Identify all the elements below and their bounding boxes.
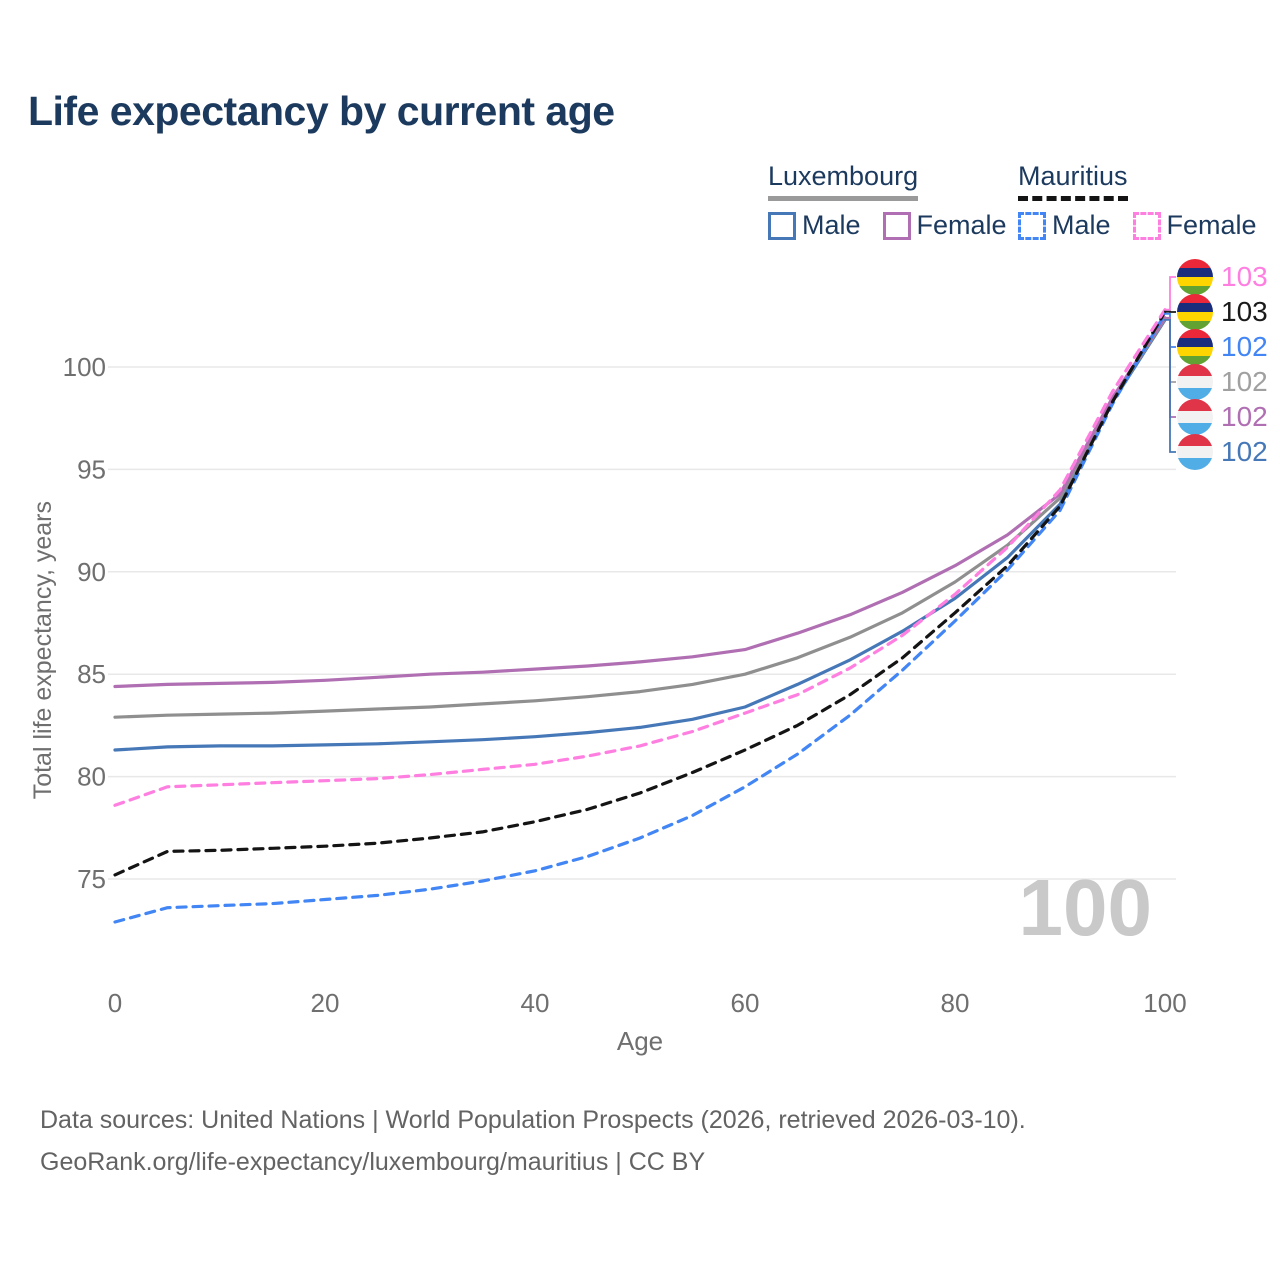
mauritius-flag-icon bbox=[1177, 259, 1213, 295]
end-label-row: 102 bbox=[1177, 329, 1268, 365]
luxembourg-male-swatch-icon bbox=[768, 211, 796, 240]
x-tick-label: 40 bbox=[521, 988, 550, 1018]
x-tick-label: 0 bbox=[108, 988, 122, 1018]
end-label-row: 102 bbox=[1177, 364, 1268, 400]
age-counter-watermark: 100 bbox=[1018, 863, 1152, 952]
legend-group-mauritius: Mauritius Male Female bbox=[1018, 161, 1257, 241]
end-label-row: 103 bbox=[1177, 259, 1268, 295]
legend-heading-luxembourg: Luxembourg bbox=[768, 161, 919, 201]
page-title: Life expectancy by current age bbox=[28, 88, 615, 134]
legend-item-label: Male bbox=[802, 210, 861, 240]
series-line-mau-female[interactable] bbox=[113, 308, 1167, 807]
end-label-value: 103 bbox=[1221, 261, 1268, 292]
series-line-lux-male[interactable] bbox=[113, 318, 1167, 752]
series-line-lux-female[interactable] bbox=[113, 316, 1167, 689]
leader-lines bbox=[1164, 276, 1176, 453]
luxembourg-flag-icon bbox=[1177, 399, 1213, 435]
leader-line-mau-female bbox=[1164, 276, 1176, 311]
legend-item-luxembourg-male[interactable]: Male bbox=[768, 210, 861, 241]
mauritius-flag-icon bbox=[1177, 294, 1213, 330]
y-tick-label: 75 bbox=[77, 864, 106, 894]
legend-item-luxembourg-female[interactable]: Female bbox=[882, 210, 1007, 241]
end-label-value: 103 bbox=[1221, 296, 1268, 327]
legend-group-luxembourg: Luxembourg Male Female bbox=[768, 161, 1007, 241]
x-tick-label: 100 bbox=[1143, 988, 1186, 1018]
end-label-row: 103 bbox=[1177, 294, 1268, 330]
legend-item-label: Male bbox=[1052, 210, 1111, 240]
legend-item-label: Female bbox=[916, 210, 1007, 240]
luxembourg-flag-icon bbox=[1177, 364, 1213, 400]
x-tick-labels: 0 20 40 60 80 100 bbox=[108, 988, 1187, 1018]
luxembourg-female-swatch-icon bbox=[882, 211, 911, 240]
end-label-value: 102 bbox=[1221, 401, 1268, 432]
legend-heading-mauritius: Mauritius bbox=[1018, 161, 1128, 201]
end-label-value: 102 bbox=[1221, 436, 1268, 467]
end-label-row: 102 bbox=[1177, 399, 1268, 435]
series-line-lux-both[interactable] bbox=[113, 317, 1167, 719]
data-sources-text: Data sources: United Nations | World Pop… bbox=[40, 1106, 1026, 1134]
series-lines[interactable] bbox=[113, 308, 1167, 924]
y-axis-title: Total life expectancy, years bbox=[28, 500, 57, 800]
x-tick-label: 80 bbox=[941, 988, 970, 1018]
legend-items-mauritius: Male Female bbox=[1018, 210, 1257, 241]
luxembourg-flag-icon bbox=[1177, 434, 1213, 470]
end-label-row: 102 bbox=[1177, 434, 1268, 470]
legend-item-mauritius-female[interactable]: Female bbox=[1132, 210, 1257, 241]
x-tick-label: 20 bbox=[311, 988, 340, 1018]
end-label-value: 102 bbox=[1221, 366, 1268, 397]
x-axis-title: Age bbox=[616, 1026, 664, 1056]
y-tick-label: 80 bbox=[77, 762, 106, 792]
legend-item-label: Female bbox=[1166, 210, 1257, 240]
legend-items-luxembourg: Male Female bbox=[768, 210, 1007, 241]
mauritius-flag-icon bbox=[1177, 329, 1213, 365]
y-tick-label: 85 bbox=[77, 659, 106, 689]
y-tick-label: 95 bbox=[77, 454, 106, 484]
gridlines bbox=[108, 366, 1176, 880]
series-line-mau-both[interactable] bbox=[113, 310, 1167, 877]
mauritius-female-swatch-icon bbox=[1132, 211, 1161, 240]
leader-line-lux-male bbox=[1164, 319, 1176, 453]
end-label-value: 102 bbox=[1221, 331, 1268, 362]
mauritius-male-swatch-icon bbox=[1018, 211, 1046, 240]
series-line-mau-male[interactable] bbox=[113, 312, 1167, 924]
y-tick-label: 100 bbox=[63, 352, 106, 382]
y-tick-labels: 75 80 85 90 95 100 bbox=[63, 352, 106, 894]
x-tick-label: 60 bbox=[731, 988, 760, 1018]
y-tick-label: 90 bbox=[77, 557, 106, 587]
attribution-text: GeoRank.org/life-expectancy/luxembourg/m… bbox=[40, 1148, 706, 1176]
legend-item-mauritius-male[interactable]: Male bbox=[1018, 210, 1111, 241]
